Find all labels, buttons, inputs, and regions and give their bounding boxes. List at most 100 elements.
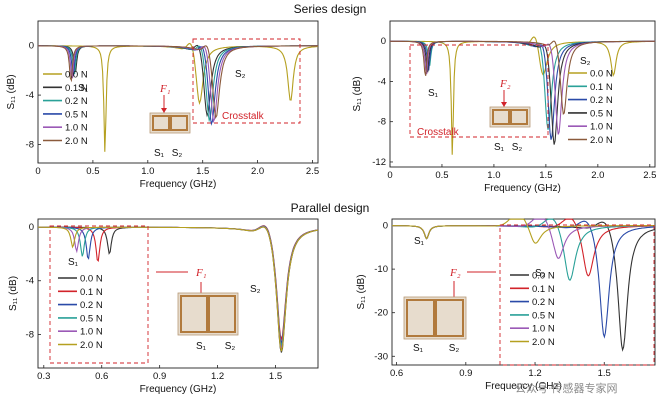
s2-inset-label: S₂ [512, 142, 523, 153]
s1-inset-label: S₁ [494, 142, 505, 153]
force-label: F₁ [159, 83, 171, 95]
y-axis-label: S₁₁ (dB) [6, 74, 17, 109]
legend-label: 0.2 N [80, 300, 103, 311]
x-tick-label: 1.0 [141, 166, 154, 177]
x-tick-label: 2.5 [306, 166, 319, 177]
legend-label: 0.0 N [65, 70, 88, 81]
legend-label: 2.0 N [65, 136, 88, 147]
plot-frame [389, 20, 656, 168]
s1-label: S₁ [68, 257, 79, 268]
y-tick-label: -20 [374, 308, 388, 319]
legend-label: 0.2 N [590, 95, 613, 106]
s2-inset-label: S₂ [172, 148, 183, 159]
x-tick-label: 0.9 [459, 368, 472, 379]
s2-label: S₂ [535, 268, 546, 279]
y-tick-label: -30 [374, 351, 388, 362]
legend-label: 0.5 N [590, 108, 613, 119]
series-line-6 [392, 218, 655, 244]
crosstalk-box [192, 38, 301, 124]
x-tick-label: 0.9 [153, 371, 166, 382]
chart-panels: 0 0.5 1.0 1.5 2.0 2.5 0 -4 -8 Frequency (GHz) S₁₁ … [6, 20, 656, 395]
chart-panel-4: 0.6 0.9 1.2 1.5 0 -10 -20 -30 Frequency (GHz) S₁₁… [356, 218, 656, 392]
legend-label: 0.0 N [532, 271, 555, 282]
x-axis-label: Frequency (GHz) [484, 183, 561, 194]
crosstalk-label: Crosstalk [222, 111, 265, 122]
x-tick-label: 1.5 [196, 166, 209, 177]
section-title-series: Series design [294, 2, 367, 16]
y-tick-label: 0 [383, 221, 388, 232]
x-tick-label: 2.5 [643, 170, 656, 181]
s1-label: S₁ [414, 236, 425, 247]
legend-label: 1.0 N [590, 122, 613, 133]
legend-label: 2.0 N [532, 337, 555, 348]
y-tick-label: 0 [29, 41, 34, 52]
s2-label: S₂ [235, 69, 246, 80]
y-axis-label: S₁₁ (dB) [352, 76, 363, 111]
legend-label: 0.0 N [590, 69, 613, 80]
x-tick-label: 1.2 [528, 368, 541, 379]
x-tick-label: 1.2 [211, 371, 224, 382]
force-label: F₁ [195, 267, 207, 279]
y-tick-label: -8 [26, 329, 34, 340]
s2-label: S₂ [250, 284, 261, 295]
legend-label: 0.2 N [65, 96, 88, 107]
sensor-coil-left [152, 115, 170, 131]
x-axis-label: Frequency (GHz) [485, 381, 562, 392]
s2-label: S₂ [580, 56, 591, 67]
legend-label: 0.5 N [532, 310, 555, 321]
crosstalk-label: Crosstalk [417, 127, 460, 138]
sensor-coil-right [170, 115, 188, 131]
sensor-coil-right [510, 109, 528, 125]
s2-inset-label: S₂ [225, 341, 236, 352]
s1-label: S₁ [78, 83, 89, 94]
force-label: F₂ [499, 78, 511, 90]
series-line-6 [38, 45, 318, 119]
watermark: 公众号·传感器专家网 [515, 381, 618, 395]
x-tick-label: 2.0 [251, 166, 264, 177]
crosstalk-box [409, 44, 549, 138]
y-tick-label: -8 [378, 117, 386, 128]
s2-inset-label: S₂ [449, 343, 460, 354]
series-line-6 [390, 40, 655, 116]
y-axis-label: S₁₁ (dB) [8, 276, 19, 311]
plot-frame [391, 218, 656, 366]
x-tick-label: 0.6 [95, 371, 108, 382]
s1-label: S₁ [428, 88, 439, 99]
legend-label: 0.1 N [65, 83, 88, 94]
chart-panel-3: 0.3 0.6 0.9 1.2 1.5 0 -4 -8 Frequency (GHz) S₁₁ (… [8, 218, 319, 395]
s1-inset-label: S₁ [154, 148, 165, 159]
plot-frame [37, 218, 319, 369]
legend-label: 1.0 N [532, 324, 555, 335]
resonance-box [49, 225, 149, 364]
y-tick-label: -4 [378, 76, 386, 87]
s1-inset-label: S₁ [413, 343, 424, 354]
y-tick-label: -10 [374, 264, 388, 275]
x-tick-label: 0.5 [86, 166, 99, 177]
sensor-coil-left [180, 295, 208, 333]
force-arrowhead [161, 108, 167, 113]
chart-panel-2: 0 0.5 1.0 1.5 2.0 2.5 0 -4 -8 -12 Frequency (GHz) S… [352, 20, 656, 194]
legend-label: 2.0 N [80, 340, 103, 351]
x-axis-label: Frequency (GHz) [140, 179, 217, 190]
y-tick-label: -4 [26, 90, 34, 101]
y-tick-label: -4 [26, 276, 34, 287]
x-tick-label: 1.5 [269, 371, 282, 382]
x-tick-label: 0.3 [37, 371, 50, 382]
x-tick-label: 0 [35, 166, 40, 177]
sensor-coil-left [492, 109, 510, 125]
chart-panel-1: 0 0.5 1.0 1.5 2.0 2.5 0 -4 -8 Frequency (GHz) S₁₁ … [6, 20, 319, 190]
sensor-coil-right [435, 299, 464, 337]
x-tick-label: 1.0 [487, 170, 500, 181]
y-axis-label: S₁₁ (dB) [356, 274, 367, 309]
legend-label: 0.1 N [80, 287, 103, 298]
series-line-6 [38, 226, 319, 352]
legend-label: 0.1 N [590, 82, 613, 93]
x-tick-label: 2.0 [591, 170, 604, 181]
x-axis-label: Frequency (GHz) [140, 384, 217, 395]
legend-label: 0.2 N [532, 297, 555, 308]
legend-label: 1.0 N [65, 123, 88, 134]
s1-inset-label: S₁ [196, 341, 207, 352]
y-tick-label: 0 [29, 222, 34, 233]
y-tick-label: 0 [381, 36, 386, 47]
